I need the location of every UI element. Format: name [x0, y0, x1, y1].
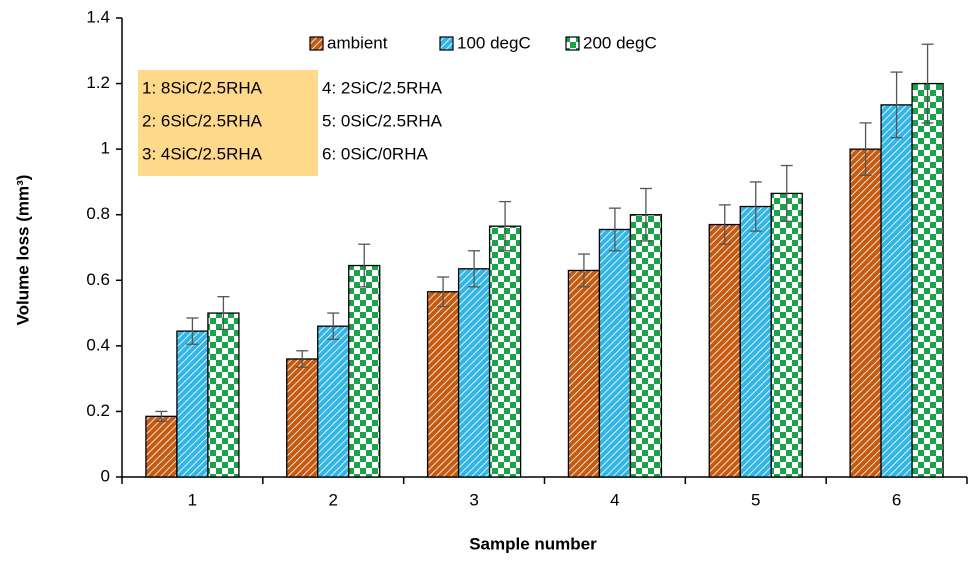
- annotation-text: 3: 4SiC/2.5RHA: [142, 144, 263, 163]
- error-bar: [499, 200, 512, 252]
- bar: [567, 269, 601, 478]
- y-tick-label: 1.4: [86, 7, 110, 26]
- error-bar: [327, 312, 340, 340]
- error-bar: [749, 181, 762, 232]
- error-bar: [718, 204, 731, 245]
- bar: [176, 330, 209, 478]
- legend-label: ambient: [327, 33, 388, 52]
- bar: [348, 264, 381, 478]
- bar: [629, 214, 663, 478]
- bar: [286, 358, 319, 478]
- x-tick-label: 2: [329, 490, 338, 509]
- annotation-text: 1: 8SiC/2.5RHA: [142, 78, 263, 97]
- error-bar: [186, 317, 199, 345]
- error-bar: [358, 243, 371, 288]
- bar: [145, 415, 178, 478]
- x-tick-label: 1: [188, 490, 197, 509]
- error-bar: [639, 187, 652, 242]
- y-tick-label: 0.4: [86, 335, 110, 354]
- error-bar: [577, 253, 590, 288]
- error-bar: [921, 43, 934, 124]
- bar: [739, 205, 772, 478]
- bar: [911, 82, 944, 478]
- legend-item: 200 degC: [565, 33, 657, 52]
- x-tick-label: 5: [751, 490, 760, 509]
- legend-swatch: [439, 36, 454, 51]
- x-tick-label: 6: [892, 490, 901, 509]
- error-bar: [780, 164, 793, 222]
- x-tick-label: 4: [610, 490, 619, 509]
- bar: [880, 104, 913, 478]
- bar: [849, 148, 882, 478]
- legend-swatch: [565, 36, 580, 51]
- legend-item: 100 degC: [439, 33, 531, 52]
- legend-label: 200 degC: [583, 33, 657, 52]
- bar: [770, 192, 803, 478]
- error-bar: [296, 350, 309, 368]
- y-tick-label: 0.2: [86, 401, 110, 420]
- error-bar: [437, 276, 450, 308]
- y-tick-label: 1.2: [86, 73, 110, 92]
- bar: [457, 268, 491, 478]
- bar: [488, 225, 522, 478]
- error-bar: [890, 71, 903, 139]
- error-bar: [155, 410, 168, 422]
- y-tick-label: 1: [101, 139, 110, 158]
- error-bar: [859, 122, 872, 177]
- annotation-box: [138, 70, 318, 176]
- error-bar: [608, 207, 621, 252]
- error-bar: [468, 250, 481, 288]
- annotation-text: 5: 0SiC/2.5RHA: [322, 111, 443, 130]
- bar: [317, 325, 350, 478]
- bar: [426, 291, 460, 478]
- y-axis-title: Volume loss (mm³): [13, 175, 32, 326]
- y-tick-label: 0.8: [86, 204, 110, 223]
- y-tick-label: 0: [101, 466, 110, 485]
- bar: [598, 228, 632, 478]
- error-bar: [217, 296, 230, 331]
- legend-item: ambient: [309, 33, 388, 52]
- bar: [708, 223, 741, 478]
- annotation-text: 6: 0SiC/0RHA: [322, 144, 428, 163]
- x-tick-label: 3: [469, 490, 478, 509]
- bar: [207, 312, 240, 478]
- legend-swatch: [309, 36, 324, 51]
- legend-label: 100 degC: [457, 33, 531, 52]
- x-axis-title: Sample number: [469, 534, 597, 553]
- annotation-text: 4: 2SiC/2.5RHA: [322, 78, 443, 97]
- annotation-text: 2: 6SiC/2.5RHA: [142, 111, 263, 130]
- y-tick-label: 0.6: [86, 270, 110, 289]
